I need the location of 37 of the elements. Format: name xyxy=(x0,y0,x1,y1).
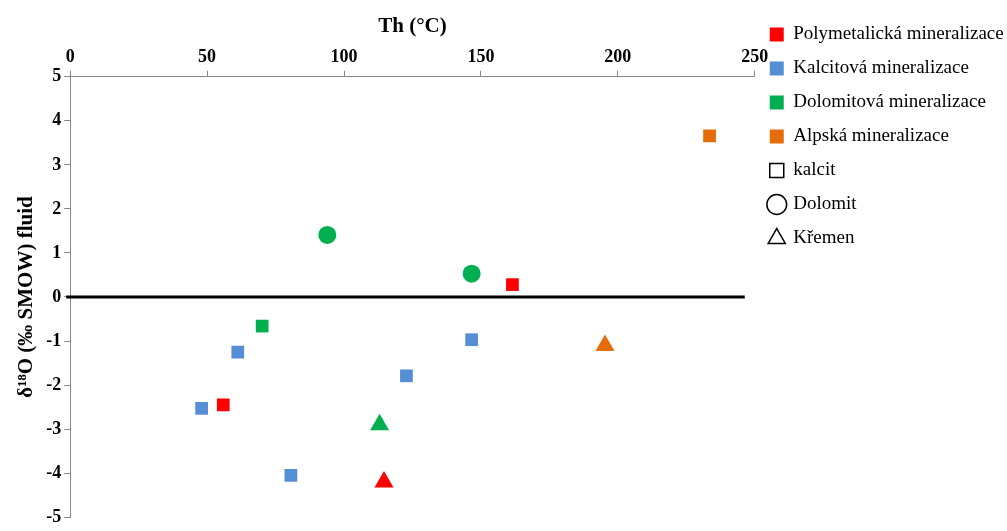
x-axis-title: Th (°C) xyxy=(378,13,447,38)
legend-label: kalcit xyxy=(793,158,837,180)
point xyxy=(400,369,413,383)
legend-label: Polymetalická mineralizace xyxy=(793,22,1004,44)
y-tick-label: 4 xyxy=(52,109,62,130)
y-tick-label: 5 xyxy=(52,65,62,86)
y-tick-label: -1 xyxy=(46,329,62,350)
legend-label: Dolomit xyxy=(793,192,858,214)
point xyxy=(195,402,208,415)
x-tick-label: 200 xyxy=(604,45,632,66)
point xyxy=(284,469,298,482)
y-tick-label: -4 xyxy=(46,461,62,482)
y-tick-label: -3 xyxy=(46,417,62,438)
point xyxy=(465,333,478,347)
point xyxy=(318,225,337,244)
legend-label: Dolomitová mineralizace xyxy=(793,90,986,112)
x-tick-label: 100 xyxy=(330,45,358,66)
y-axis-title: δ¹⁸O (‰ SMOW) fluid xyxy=(13,195,38,398)
x-tick-label: 150 xyxy=(467,45,495,66)
point xyxy=(462,264,481,283)
y-tick-label: 3 xyxy=(52,153,62,174)
y-tick-label: -2 xyxy=(46,373,62,394)
y-tick-label: 0 xyxy=(52,285,62,306)
point xyxy=(703,129,716,143)
point xyxy=(216,398,230,412)
y-tick-label: 2 xyxy=(52,197,62,218)
legend-label: Křemen xyxy=(793,226,855,248)
x-tick-label: 250 xyxy=(741,45,769,66)
point xyxy=(231,345,245,359)
y-tick-label: -5 xyxy=(46,505,62,526)
x-tick-label: 50 xyxy=(198,45,217,66)
point xyxy=(255,319,269,333)
x-tick-label: 0 xyxy=(65,45,75,66)
legend-label: Alpská mineralizace xyxy=(793,124,949,146)
point xyxy=(506,278,519,292)
y-tick-label: 1 xyxy=(52,241,62,262)
legend-label: Kalcitová mineralizace xyxy=(793,56,969,78)
